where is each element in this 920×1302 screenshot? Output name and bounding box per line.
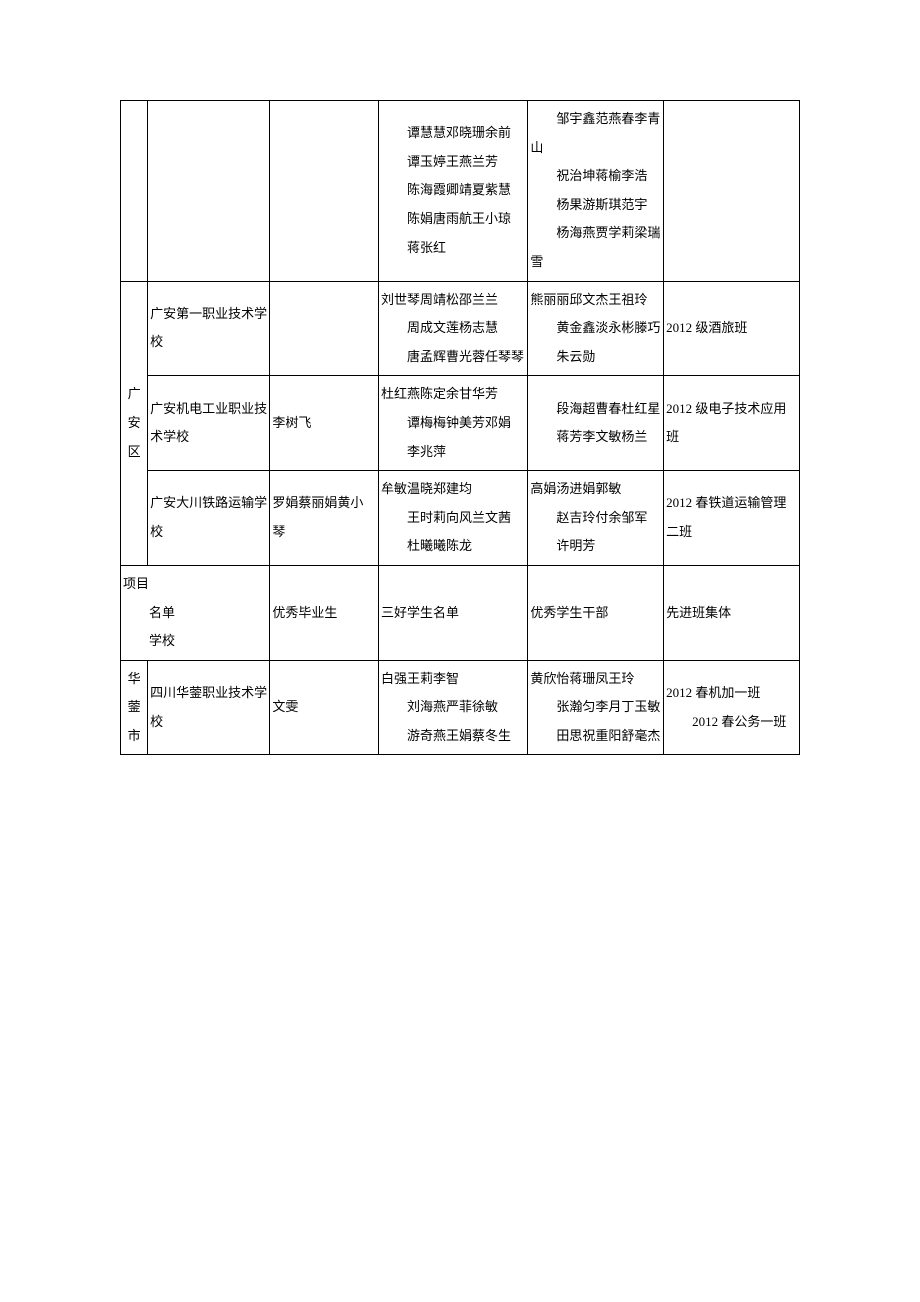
graduate-cell: 文雯 <box>270 660 379 755</box>
graduate-cell: 李树飞 <box>270 376 379 471</box>
graduate-cell: 优秀毕业生 <box>270 565 379 660</box>
good-student-cell: 谭慧慧邓晓珊余前谭玉婷王燕兰芳陈海霞卿靖夏紫慧陈娟唐雨航王小琼蒋张红 <box>379 101 528 282</box>
class-cell: 2012 级酒旅班 <box>664 281 800 376</box>
student-leader-cell: 熊丽丽邱文杰王祖玲黄金鑫淡永彬滕巧朱云勋 <box>528 281 664 376</box>
school-cell: 广安大川铁路运输学校 <box>148 471 270 566</box>
graduate-cell <box>270 101 379 282</box>
graduate-cell: 罗娟蔡丽娟黄小琴 <box>270 471 379 566</box>
graduate-cell <box>270 281 379 376</box>
table-row: 广安大川铁路运输学校罗娟蔡丽娟黄小琴牟敏温晓郑建均王时莉向风兰文茜杜曦曦陈龙高娟… <box>121 471 800 566</box>
region-cell: 华蓥市 <box>121 660 148 755</box>
good-student-cell: 白强王莉李智刘海燕严菲徐敏游奇燕王娟蔡冬生 <box>379 660 528 755</box>
student-leader-cell: 高娟汤进娟郭敏赵吉玲付余邹军许明芳 <box>528 471 664 566</box>
class-cell: 先进班集体 <box>664 565 800 660</box>
school-cell: 四川华蓥职业技术学校 <box>148 660 270 755</box>
school-cell <box>148 101 270 282</box>
good-student-cell: 刘世琴周靖松邵兰兰周成文莲杨志慧唐孟辉曹光蓉任琴琴 <box>379 281 528 376</box>
student-leader-cell: 邹宇鑫范燕春李青山祝治坤蒋榆李浩杨果游斯琪范宇杨海燕贾学莉梁瑞雪 <box>528 101 664 282</box>
table-row: 谭慧慧邓晓珊余前谭玉婷王燕兰芳陈海霞卿靖夏紫慧陈娟唐雨航王小琼蒋张红邹宇鑫范燕春… <box>121 101 800 282</box>
student-leader-cell: 段海超曹春杜红星蒋芳李文敏杨兰 <box>528 376 664 471</box>
class-cell: 2012 春机加一班2012 春公务一班 <box>664 660 800 755</box>
award-table: 谭慧慧邓晓珊余前谭玉婷王燕兰芳陈海霞卿靖夏紫慧陈娟唐雨航王小琼蒋张红邹宇鑫范燕春… <box>120 100 800 755</box>
region-cell: 广安区 <box>121 281 148 565</box>
table-row: 广安机电工业职业技术学校李树飞杜红燕陈定余甘华芳谭梅梅钟美芳邓娟李兆萍段海超曹春… <box>121 376 800 471</box>
class-cell: 2012 春铁道运输管理二班 <box>664 471 800 566</box>
table-row: 广安区广安第一职业技术学校刘世琴周靖松邵兰兰周成文莲杨志慧唐孟辉曹光蓉任琴琴熊丽… <box>121 281 800 376</box>
table-row: 华蓥市四川华蓥职业技术学校文雯白强王莉李智刘海燕严菲徐敏游奇燕王娟蔡冬生黄欣怡蒋… <box>121 660 800 755</box>
region-cell <box>121 101 148 282</box>
header-cell: 项目名单学校 <box>121 565 270 660</box>
student-leader-cell: 黄欣怡蒋珊凤王玲张瀚匀李月丁玉敏田思祝重阳舒毫杰 <box>528 660 664 755</box>
school-cell: 广安机电工业职业技术学校 <box>148 376 270 471</box>
good-student-cell: 杜红燕陈定余甘华芳谭梅梅钟美芳邓娟李兆萍 <box>379 376 528 471</box>
school-cell: 广安第一职业技术学校 <box>148 281 270 376</box>
table-row: 项目名单学校优秀毕业生三好学生名单优秀学生干部先进班集体 <box>121 565 800 660</box>
good-student-cell: 牟敏温晓郑建均王时莉向风兰文茜杜曦曦陈龙 <box>379 471 528 566</box>
student-leader-cell: 优秀学生干部 <box>528 565 664 660</box>
class-cell <box>664 101 800 282</box>
class-cell: 2012 级电子技术应用班 <box>664 376 800 471</box>
good-student-cell: 三好学生名单 <box>379 565 528 660</box>
